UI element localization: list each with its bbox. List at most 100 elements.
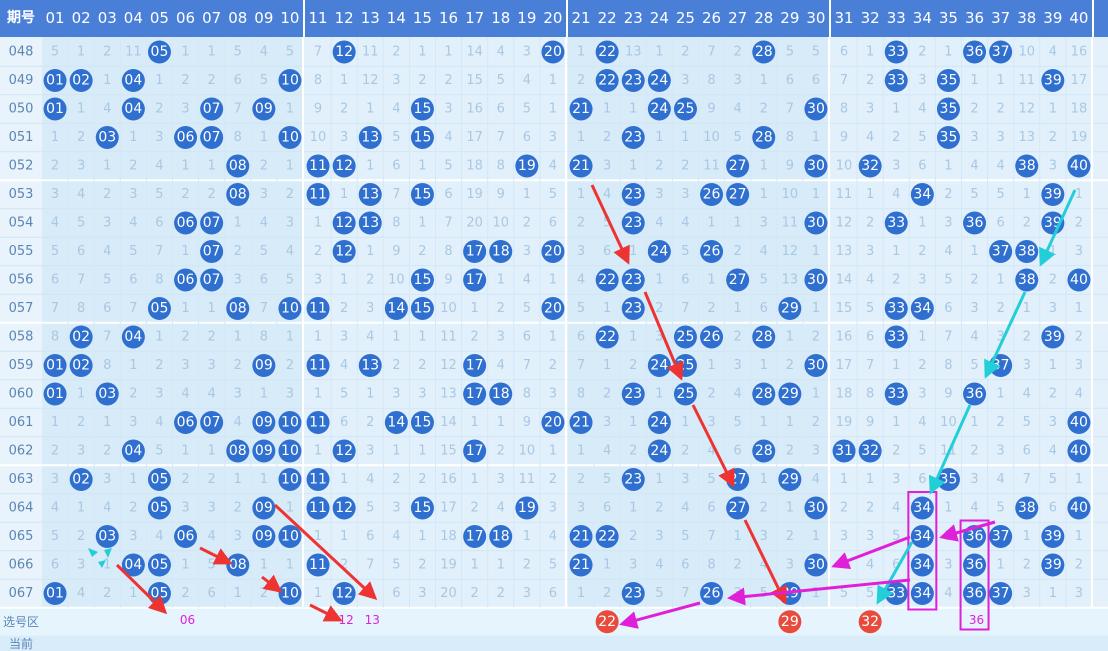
omission-count: 15 — [466, 73, 483, 88]
omission-count: 1 — [866, 187, 874, 202]
ball-number: 11 — [309, 415, 327, 431]
ball-number: 33 — [887, 44, 905, 60]
ball-number: 01 — [46, 101, 64, 117]
omission-count: 4 — [944, 244, 952, 259]
omission-count: 4 — [208, 387, 216, 402]
ball — [147, 297, 171, 320]
omission-count: 1 — [129, 358, 137, 373]
omission-count: 2 — [997, 102, 1005, 117]
ball-number: 12 — [335, 244, 353, 260]
omission-count: 2 — [181, 330, 189, 345]
ball — [726, 183, 750, 206]
omission-count: 4 — [707, 444, 715, 459]
omission-count: 10 — [310, 130, 327, 145]
omission-count: 9 — [840, 130, 848, 145]
ball-number: 23 — [624, 187, 642, 203]
omission-count: 9 — [523, 415, 531, 430]
ball — [1041, 553, 1065, 577]
omission-count: 16 — [466, 102, 483, 117]
omission-count: 7 — [944, 330, 952, 345]
column-label: 39 — [1043, 9, 1062, 27]
omission-count: 1 — [760, 472, 768, 487]
ball-number: 09 — [255, 500, 273, 516]
omission-count: 1 — [51, 130, 59, 145]
omission-count: 3 — [181, 358, 189, 373]
ball-number: 23 — [624, 586, 642, 602]
omission-count: 2 — [471, 501, 479, 516]
ball-number: 38 — [1018, 158, 1036, 174]
ball-number: 10 — [281, 73, 299, 89]
ball-number: 06 — [177, 529, 195, 545]
omission-count: 1 — [549, 273, 557, 288]
omission-count: 2 — [629, 444, 637, 459]
omission-count: 6 — [734, 444, 742, 459]
omission-count: 2 — [681, 159, 689, 174]
ball — [673, 382, 697, 406]
omission-count: 1 — [812, 301, 820, 316]
omission-count: 4 — [812, 472, 820, 487]
omission-count: 1 — [549, 73, 557, 88]
omission-count: 4 — [497, 45, 505, 60]
omission-count: 1 — [77, 501, 85, 516]
omission-count: 1 — [418, 529, 426, 544]
ball — [595, 325, 619, 349]
omission-count: 3 — [577, 244, 585, 259]
omission-count: 9 — [944, 387, 952, 402]
omission-count: 1 — [181, 301, 189, 316]
omission-count: 3 — [51, 472, 59, 487]
omission-count: 2 — [786, 529, 794, 544]
omission-count: 2 — [418, 244, 426, 259]
ball-number: 21 — [572, 557, 590, 573]
omission-count: 1 — [129, 130, 137, 145]
omission-count: 2 — [603, 130, 611, 145]
omission-count: 4 — [260, 45, 268, 60]
omission-count: 4 — [603, 444, 611, 459]
ball — [121, 553, 145, 577]
omission-count: 1 — [260, 130, 268, 145]
omission-count: 4 — [208, 529, 216, 544]
omission-count: 4 — [866, 130, 874, 145]
column-label: 36 — [965, 9, 984, 27]
ball — [621, 126, 645, 149]
ball — [884, 382, 908, 406]
omission-count: 1 — [760, 415, 768, 430]
column-label: 37 — [991, 9, 1010, 27]
omission-count: 4 — [577, 273, 585, 288]
arrow — [273, 503, 378, 601]
ball — [278, 582, 302, 605]
ball — [410, 97, 434, 121]
omission-count: 1 — [997, 387, 1005, 402]
omission-count: 6 — [840, 45, 848, 60]
ball — [700, 183, 724, 206]
omission-count: 5 — [260, 73, 268, 88]
omission-count: 1 — [366, 159, 374, 174]
omission-count: 6 — [681, 558, 689, 573]
omission-count: 18 — [1071, 102, 1088, 117]
ball-number: 12 — [335, 158, 353, 174]
omission-count: 2 — [418, 472, 426, 487]
omission-count: 8 — [523, 387, 531, 402]
omission-count: 3 — [918, 387, 926, 402]
ball-number: 03 — [98, 529, 116, 545]
ball-number: 40 — [1070, 443, 1088, 459]
ball — [595, 69, 619, 92]
ball-number: 24 — [650, 73, 668, 89]
omission-count: 2 — [155, 358, 163, 373]
omission-count: 3 — [866, 244, 874, 259]
omission-count: 1 — [471, 415, 479, 430]
ball-number: 28 — [755, 443, 773, 459]
omission-count: 8 — [577, 387, 585, 402]
ball-number: 04 — [124, 101, 142, 117]
omission-count: 3 — [418, 387, 426, 402]
ball-number: 17 — [466, 529, 484, 545]
ball-number: 32 — [861, 158, 879, 174]
omission-count: 1 — [655, 387, 663, 402]
omission-count: 6 — [392, 586, 400, 601]
omission-count: 5 — [866, 586, 874, 601]
ball-number: 30 — [807, 272, 825, 288]
ball-number: 06 — [177, 215, 195, 231]
column-label: 19 — [517, 9, 536, 27]
ball — [226, 297, 250, 320]
omission-count: 14 — [440, 415, 457, 430]
omission-count: 4 — [760, 558, 768, 573]
